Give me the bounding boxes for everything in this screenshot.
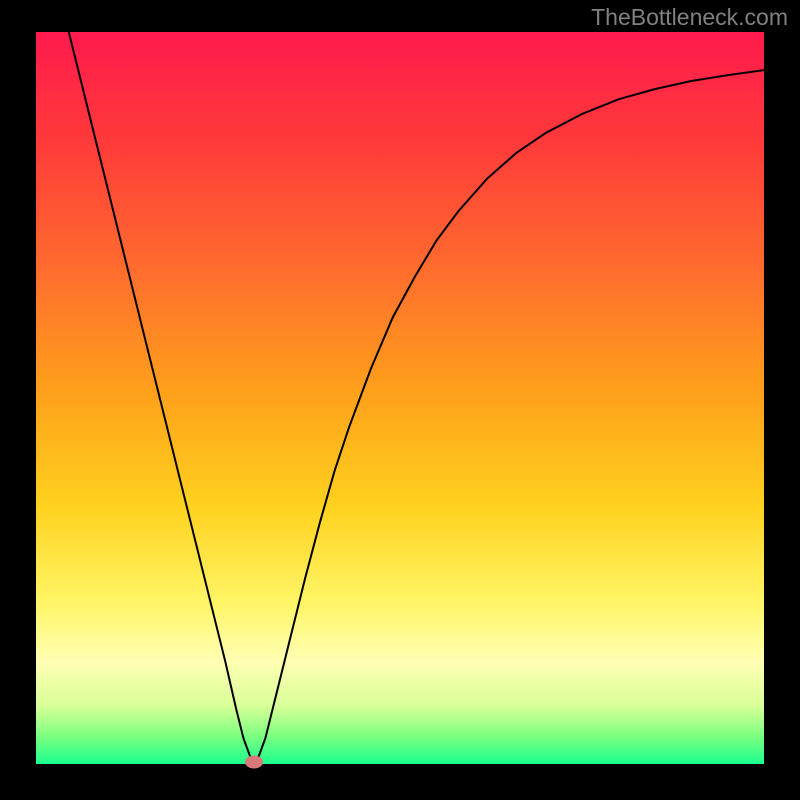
plot-area: [36, 32, 764, 764]
watermark-text: TheBottleneck.com: [591, 4, 788, 31]
bottleneck-curve: [36, 32, 764, 764]
optimal-marker: [245, 755, 263, 768]
chart-container: TheBottleneck.com: [0, 0, 800, 800]
